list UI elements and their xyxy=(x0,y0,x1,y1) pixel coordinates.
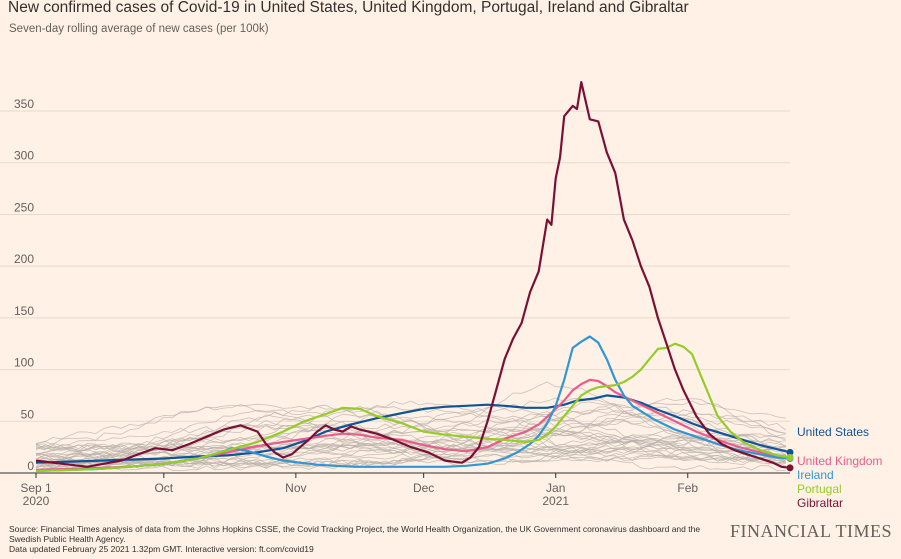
ft-logo: FINANCIAL TIMES xyxy=(729,521,892,541)
x-tick-label: Nov xyxy=(285,481,306,495)
source-note-continued: Swedish Public Health Agency. xyxy=(9,534,126,544)
background-country-line xyxy=(35,429,786,467)
y-tick-label: 50 xyxy=(21,407,35,421)
series-line xyxy=(35,81,791,469)
y-tick-label: 100 xyxy=(14,356,34,370)
x-tick-label: Sep 1 xyxy=(20,481,52,495)
x-tick-label: Dec xyxy=(413,481,434,495)
source-note: Source: Financial Times analysis of data… xyxy=(9,524,701,534)
series-labels: United States United KingdomIrelandPortug… xyxy=(797,425,882,510)
series-end-dot xyxy=(786,453,794,461)
series-line xyxy=(35,342,791,472)
chart-title: New confirmed cases of Covid-19 in Unite… xyxy=(8,0,689,16)
background-country-line xyxy=(35,424,786,450)
x-tick-label: Jan xyxy=(546,481,565,495)
x-tick-label: Feb xyxy=(677,481,698,495)
series-label: Ireland xyxy=(797,468,834,482)
y-tick-label: 350 xyxy=(14,97,34,111)
series-label: United States xyxy=(797,425,869,439)
background-country-line xyxy=(35,397,786,469)
y-tick-label: 200 xyxy=(14,252,34,266)
background-country-line xyxy=(35,424,786,462)
background-country-line xyxy=(35,410,786,458)
x-tick-sublabel: 2021 xyxy=(542,494,569,508)
y-tick-label: 250 xyxy=(14,200,34,214)
background-country-line xyxy=(35,426,786,470)
series-label: United Kingdom xyxy=(797,454,882,468)
series-label: Portugal xyxy=(797,482,842,496)
series-line xyxy=(35,394,791,464)
background-country-line xyxy=(35,433,786,462)
chart-footer: Source: Financial Times analysis of data… xyxy=(9,524,749,554)
update-note: Data updated February 25 2021 1.32pm GMT… xyxy=(9,544,314,554)
y-tick-label: 0 xyxy=(27,459,34,473)
highlighted-series xyxy=(35,81,794,472)
x-tick-label: Oct xyxy=(154,481,173,495)
x-tick-sublabel: 2020 xyxy=(23,494,50,508)
series-end-dot xyxy=(786,464,794,472)
y-tick-label: 150 xyxy=(14,304,34,318)
background-country-line xyxy=(35,401,786,465)
y-tick-label: 300 xyxy=(14,149,34,163)
chart-subtitle: Seven-day rolling average of new cases (… xyxy=(9,23,269,35)
series-end-dot xyxy=(786,448,794,456)
chart-grid xyxy=(0,110,790,422)
series-label: Gibraltar xyxy=(797,496,843,510)
